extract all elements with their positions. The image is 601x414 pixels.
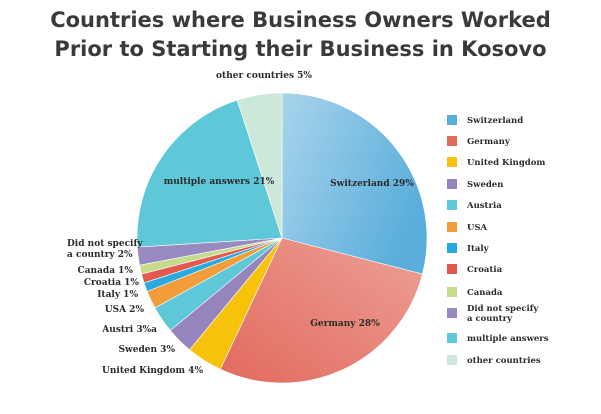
slice-label-croatia: Croatia 1% xyxy=(84,278,140,288)
slice-label-multiple-answers: multiple answers 21% xyxy=(164,177,275,187)
slice-labels: Switzerland 29% Germany 28% United Kingdom… xyxy=(67,71,414,376)
legend-swatch-other-countries xyxy=(447,355,457,365)
legend-label-sweden: Sweden xyxy=(467,180,503,190)
legend-swatch-austria xyxy=(447,200,457,210)
slice-label-usa: USA 2% xyxy=(105,305,145,315)
slice-label-other-countries: other countries 5% xyxy=(216,71,312,81)
legend-swatch-united-kingdom xyxy=(447,157,457,167)
legend-label-austria: Austria xyxy=(466,201,502,211)
legend-label-switzerland: Switzerland xyxy=(467,116,523,126)
legend-swatch-multiple-answers xyxy=(447,333,457,343)
slice-multiple-answers xyxy=(136,99,283,248)
legend-label-united-kingdom: United Kingdom xyxy=(467,158,545,168)
legend-label-other-countries: other countries xyxy=(467,356,541,366)
pie-slices xyxy=(136,92,428,384)
legend-label-usa: USA xyxy=(467,223,488,233)
legend-swatch-canada xyxy=(447,287,457,297)
slice-switzerland xyxy=(281,92,428,275)
slice-label-united-kingdom: United Kingdom 4% xyxy=(102,366,203,376)
legend-swatch-usa xyxy=(447,222,457,232)
legend: Switzerland Germany United Kingdom Sweden Au… xyxy=(447,115,549,366)
slice-other-countries xyxy=(236,92,283,239)
slice-germany xyxy=(219,237,423,384)
chart-title-line-1: Countries where Business Owners Worked xyxy=(50,8,551,32)
slice-label-italy: Italy 1% xyxy=(97,290,138,300)
chart-title: Countries where Business Owners Worked P… xyxy=(0,6,601,64)
slice-label-austria: Austri 3%a xyxy=(101,325,157,335)
slice-label-germany: Germany 28% xyxy=(310,319,380,329)
slice-label-sweden: Sweden 3% xyxy=(119,345,176,355)
legend-swatch-sweden xyxy=(447,179,457,189)
legend-swatch-germany xyxy=(447,136,457,146)
slice-label-did-not-specify-a-country: Did not specify a country 2% xyxy=(67,239,143,260)
legend-label-croatia: Croatia xyxy=(467,265,503,275)
legend-swatch-italy xyxy=(447,243,457,253)
legend-label-canada: Canada xyxy=(467,288,503,298)
legend-label-germany: Germany xyxy=(467,137,511,147)
legend-swatch-croatia xyxy=(447,264,457,274)
legend-swatch-switzerland xyxy=(447,115,457,125)
legend-swatch-did-not-specify-a-country xyxy=(447,308,457,318)
slice-label-switzerland: Switzerland 29% xyxy=(330,179,414,189)
chart-title-line-2: Prior to Starting their Business in Koso… xyxy=(54,37,547,61)
legend-label-did-not-specify-a-country: Did not specify a country xyxy=(467,304,539,324)
legend-label-italy: Italy xyxy=(467,244,490,254)
legend-label-multiple-answers: multiple answers xyxy=(467,334,549,344)
slice-label-canada: Canada 1% xyxy=(78,266,134,276)
